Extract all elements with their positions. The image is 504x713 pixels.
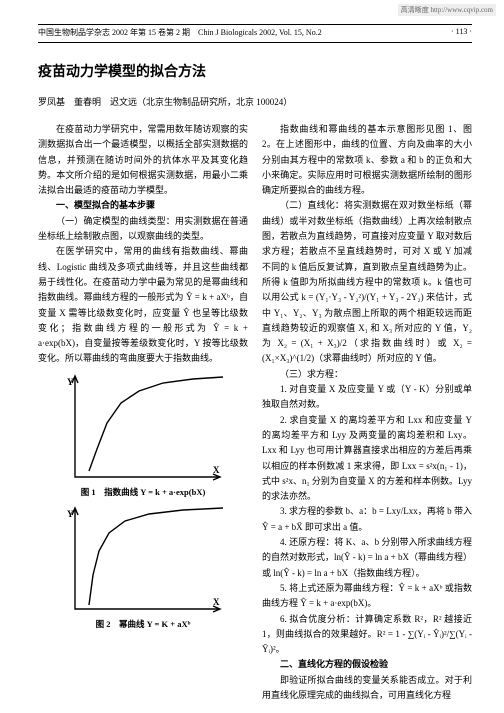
figure-2-caption: 图 2 幂曲线 Y = K + aXᵇ: [38, 617, 248, 631]
header-bottom-rule: [38, 42, 472, 43]
para-r3e: 5. 将上式还原为幂曲线方程：Ŷ = k + aXᵇ 或指数曲线方程 Ŷ = k…: [262, 581, 472, 612]
para-r1: 指数曲线和幂曲线的基本示意图形见图 1、图 2。在上述图形中，曲线的位置、方向及…: [262, 122, 472, 198]
header-right: · 113 ·: [451, 27, 472, 38]
figure-1-svg: YX: [63, 373, 223, 483]
figure-2: YX: [63, 505, 223, 615]
section-1-heading: 一、模型拟合的基本步骤: [38, 198, 248, 213]
figure-2-svg: YX: [63, 505, 223, 615]
para-1-1: （一）确定模型的曲线类型：用实测数据在普通坐标纸上绘制散点图，以观察曲线的类型。: [38, 214, 248, 245]
authors-line: 罗凤基 董春明 迟文远（北京生物制品研究所，北京 100024）: [38, 95, 472, 108]
right-column: 指数曲线和幂曲线的基本示意图形见图 1、图 2。在上述图形中，曲线的位置、方向及…: [262, 122, 472, 703]
section-2-heading: 二、直线化方程的假设检验: [262, 657, 472, 672]
para-r2: （二）直线化：将实测数据在双对数坐标纸（幂曲线）或半对数坐标纸（指数曲线）上再次…: [262, 198, 472, 366]
para-r3f: 6. 拟合优度分析：计算确定系数 R²，R² 越接近 1，则曲线拟合的效果越好。…: [262, 612, 472, 658]
left-column: 在疫苗动力学研究中，常需用数年随访观察的实测数据拟合出一个最适模型，以概括全部实…: [38, 122, 248, 703]
figure-1-caption: 图 1 指数曲线 Y = k + a·exp(bX): [38, 485, 248, 499]
para-r3a: 1. 对自变量 X 及应变量 Y 或（Y - K）分别或单独取自然对数。: [262, 382, 472, 413]
intro-paragraph: 在疫苗动力学研究中，常需用数年随访观察的实测数据拟合出一个最适模型，以概括全部实…: [38, 122, 248, 198]
two-column-body: 在疫苗动力学研究中，常需用数年随访观察的实测数据拟合出一个最适模型，以概括全部实…: [38, 122, 472, 703]
para-r3d: 4. 还原方程：将 K、a、b 分别带入所求曲线方程的自然对数形式，ln(Ŷ -…: [262, 535, 472, 581]
para-r3-head: （三）求方程：: [262, 367, 472, 382]
para-r4: 即验证所拟合曲线的变量关系能否成立。对于利用直线化原理完成的曲线拟合，可用直线化…: [262, 673, 472, 704]
svg-text:X: X: [213, 465, 220, 475]
para-r3b: 2. 求自变量 X 的离均差平方和 Lxx 和应变量 Y 的离均差平方和 Lyy…: [262, 413, 472, 505]
para-r3c: 3. 求方程的参数 b、a：b = Lxy/Lxx，再将 b 带入 Ŷ = a …: [262, 504, 472, 535]
para-1-2: 在医学研究中，常用的曲线有指数曲线、幂曲线、Logistic 曲线及多项式曲线等…: [38, 244, 248, 366]
header-left: 中国生物制品学杂志 2002 年第 15 卷第 2 期 Chin J Biolo…: [38, 27, 322, 38]
watermark: 高清晰度 http://www.cqvip.com: [398, 4, 496, 16]
page-title: 疫苗动力学模型的拟合方法: [38, 61, 472, 81]
running-header: 中国生物制品学杂志 2002 年第 15 卷第 2 期 Chin J Biolo…: [38, 27, 472, 38]
svg-text:Y: Y: [67, 377, 74, 387]
header-top-rule: [38, 24, 472, 25]
figure-1: YX: [63, 373, 223, 483]
svg-text:Y: Y: [67, 509, 74, 519]
svg-text:X: X: [213, 597, 220, 607]
